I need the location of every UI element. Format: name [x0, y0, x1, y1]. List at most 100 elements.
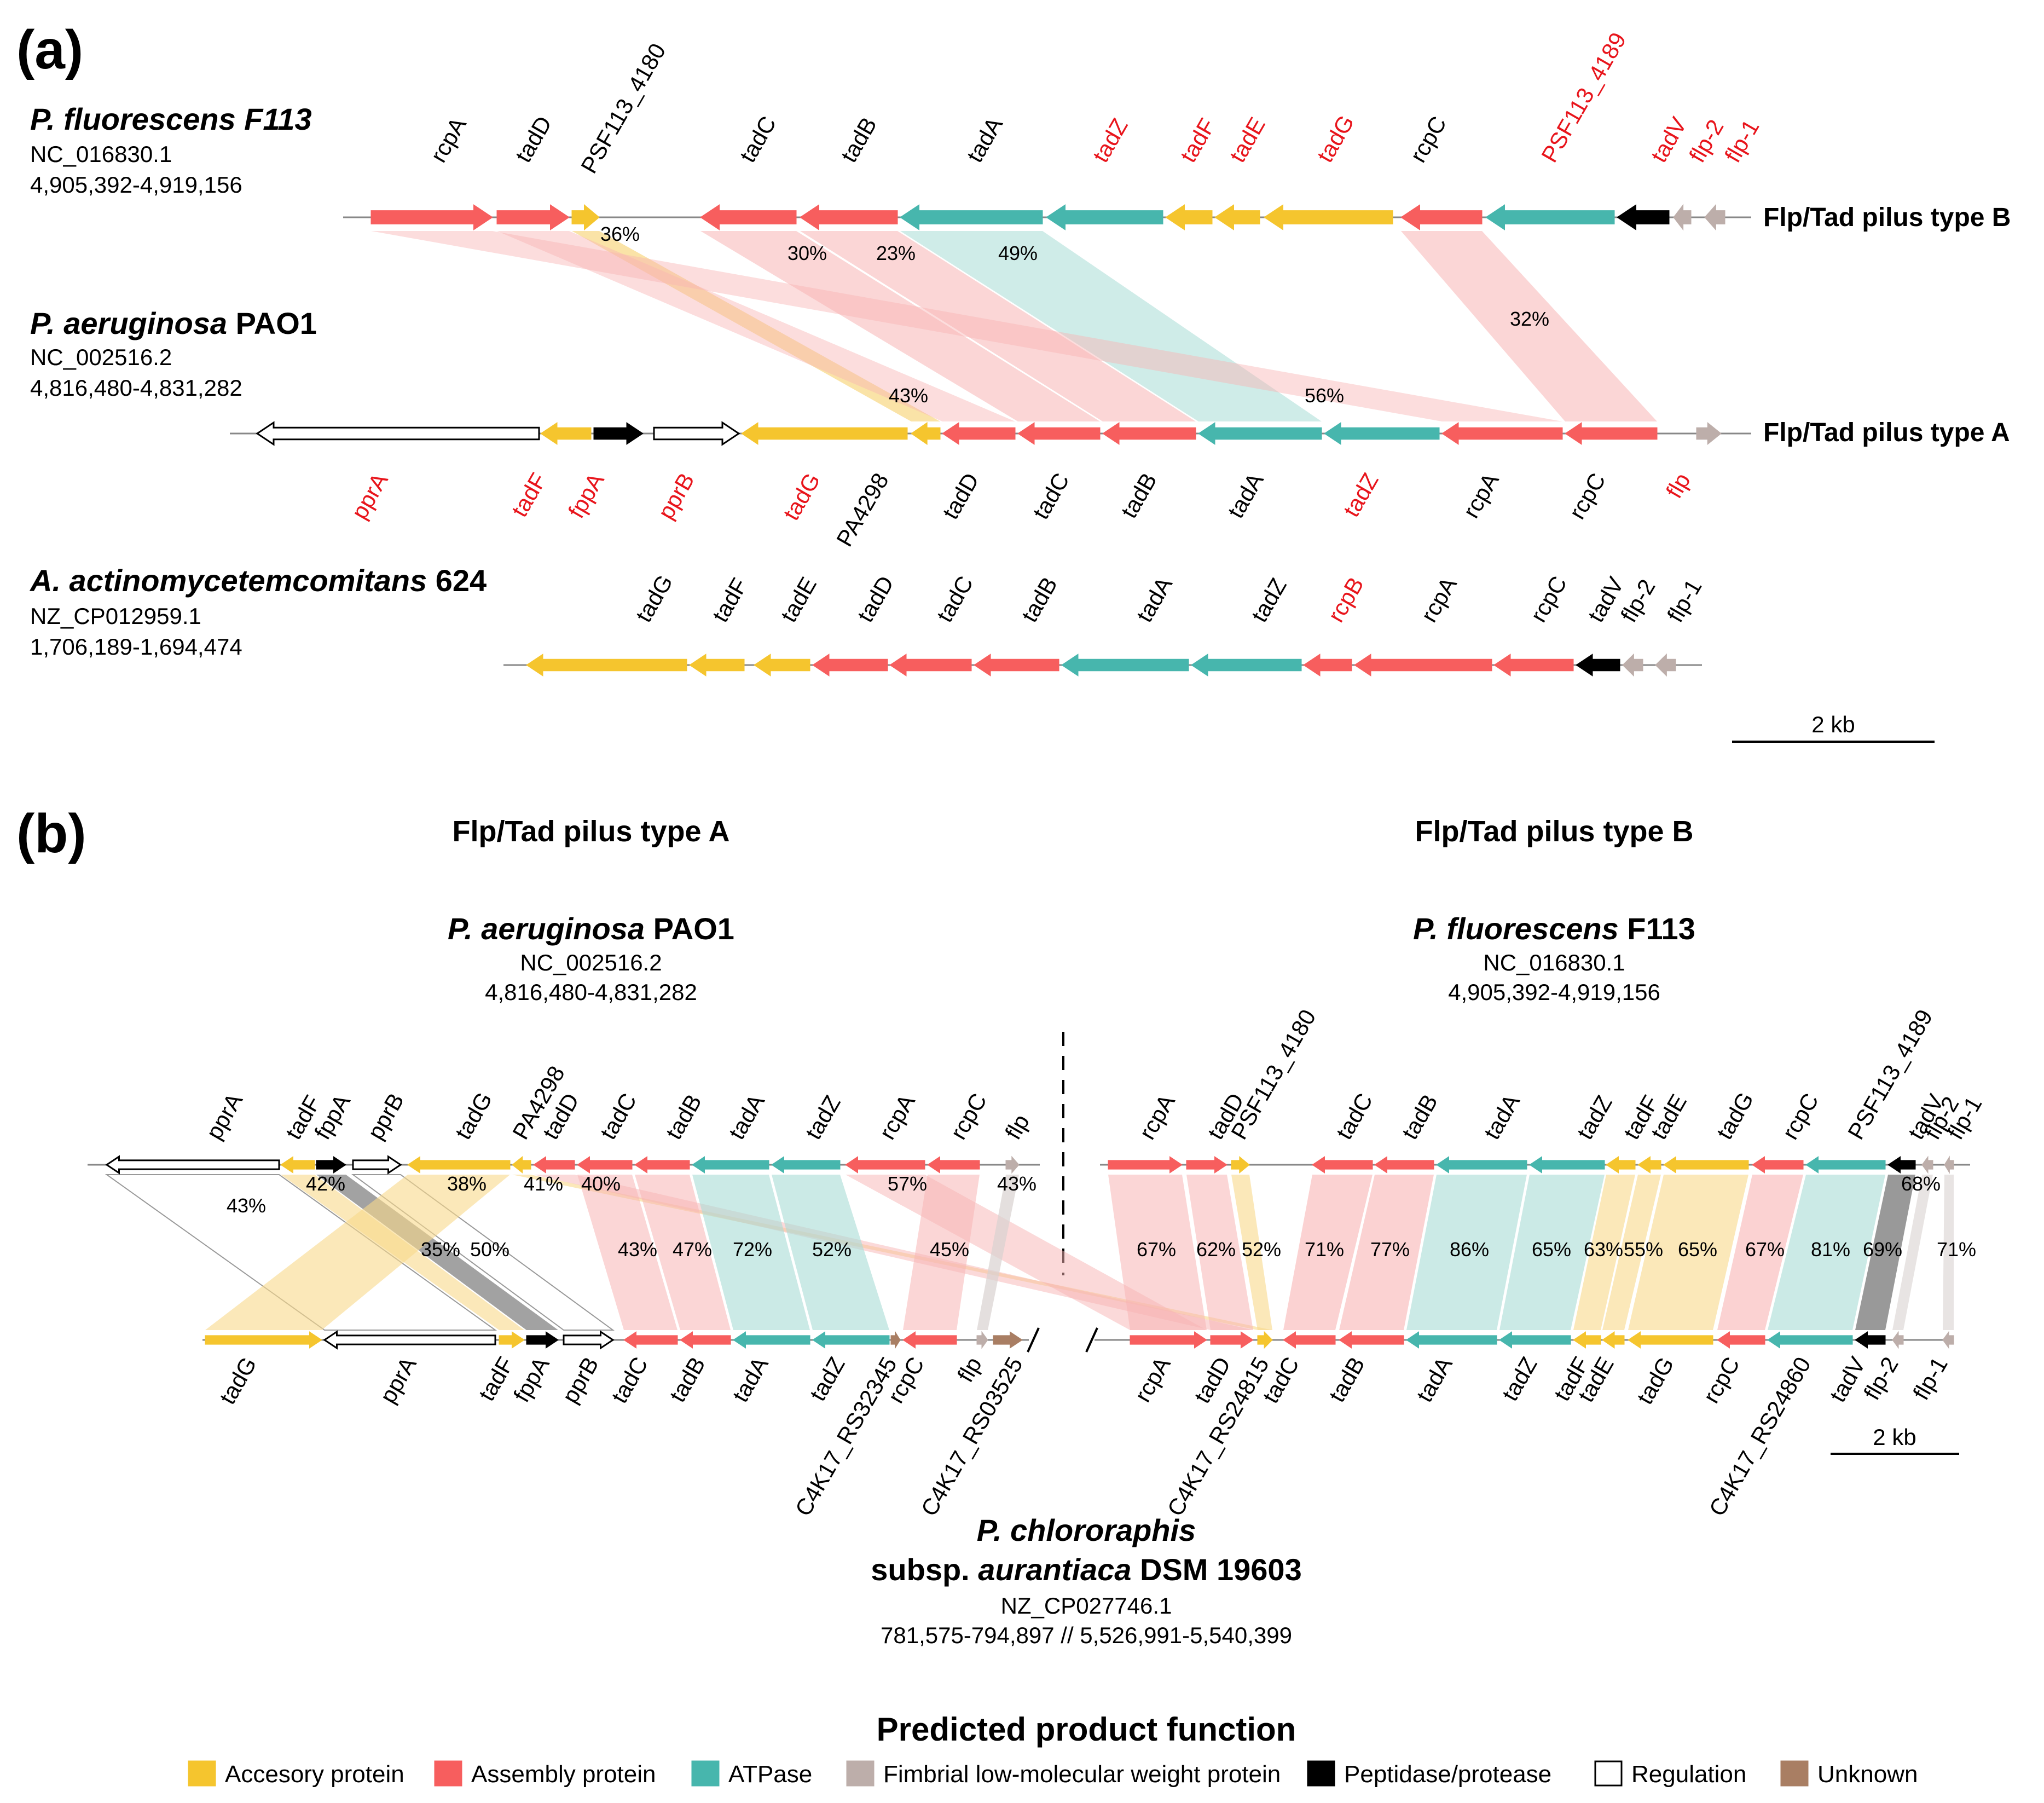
- homology-link: [1186, 1175, 1253, 1330]
- legend: Accesory protein Assembly protein ATPase Fi…: [188, 1760, 1918, 1788]
- identity-percent: 63%: [1584, 1238, 1623, 1261]
- panel-b-label: (b): [16, 803, 86, 864]
- chlo-b-accession: NZ_CP027746.1: [1001, 1593, 1172, 1619]
- gene-arrow-tadD: [1186, 1156, 1227, 1174]
- gene-label: pprA: [375, 1353, 421, 1407]
- gene-arrow-fppA: [526, 1331, 559, 1349]
- identity-percent: 42%: [306, 1172, 345, 1195]
- gene-arrow-tadC: [700, 204, 797, 230]
- scale-bar-a-label: 2 kb: [1811, 712, 1855, 737]
- gene-label: rcpA: [1458, 469, 1504, 522]
- gene-label: tadG: [1711, 1088, 1758, 1143]
- panel-b-genes: [105, 1155, 1954, 1350]
- panel-a-homology-links: [371, 231, 1657, 421]
- gene-label: tadE: [775, 573, 821, 626]
- homology-link: [700, 231, 1100, 421]
- identity-percent: 62%: [1196, 1238, 1236, 1261]
- gene-label: flp: [1661, 469, 1695, 502]
- gene-arrow-PSF113_4180: [1231, 1155, 1250, 1174]
- acti-a-accession: NZ_CP012959.1: [30, 603, 201, 629]
- homology-link: [1573, 1175, 1635, 1330]
- gene-label: tadZ: [800, 1091, 846, 1143]
- homology-link: [977, 1175, 1019, 1330]
- aeru-b-name-rest: PAO1: [645, 911, 734, 946]
- fluo-a-coords: 4,905,392-4,919,156: [30, 172, 242, 198]
- identity-percent: 38%: [447, 1172, 487, 1195]
- gene-arrow-tadG: [741, 422, 908, 445]
- gene-arrow-tadE: [1637, 1156, 1661, 1174]
- gene-arrow-tadV: [1617, 204, 1670, 230]
- gene-arrow-C4K17_RS24860: [1767, 1331, 1853, 1349]
- chlo-b-subsp-pre: subsp.: [871, 1552, 978, 1587]
- gene-arrow-rcpC: [1717, 1331, 1765, 1349]
- legend-swatch-assembly: [434, 1760, 462, 1787]
- panel-b-homology-links: [105, 1174, 1954, 1331]
- fluo-b-coords: 4,905,392-4,919,156: [1448, 979, 1660, 1005]
- aeru-a-coords: 4,816,480-4,831,282: [30, 375, 242, 401]
- gene-label: tadG: [450, 1088, 497, 1143]
- gene-arrow-rcpA: [1130, 1331, 1207, 1349]
- gene-arrow-rcpC: [1565, 422, 1658, 445]
- gene-label: tadG: [778, 469, 825, 524]
- identity-percent: 77%: [1370, 1238, 1410, 1261]
- legend-label-peptidase: Peptidase/protease: [1344, 1761, 1551, 1788]
- gene-label: PSF113_4180: [576, 39, 670, 177]
- identity-percent: 67%: [1137, 1238, 1176, 1261]
- identity-percent: 69%: [1863, 1238, 1902, 1261]
- identity-percent: 30%: [788, 242, 827, 264]
- gene-arrow-tadV: [1887, 1156, 1916, 1174]
- gene-label: fppA: [508, 1353, 554, 1406]
- gene-label: tadA: [1479, 1090, 1525, 1143]
- legend-title: Predicted product function: [877, 1711, 1296, 1748]
- identity-percent: 52%: [812, 1238, 852, 1261]
- gene-arrow-rcpA: [1354, 654, 1492, 677]
- identity-percent: 67%: [1745, 1238, 1785, 1261]
- gene-label: pprA: [346, 469, 393, 523]
- chlo-b-subsp-rest: DSM 19603: [1131, 1552, 1301, 1587]
- acti-a-coords: 1,706,189-1,694,474: [30, 634, 242, 660]
- gene-label: tadZ: [1497, 1353, 1542, 1405]
- aeru-b-name-italic: P. aeruginosa: [448, 911, 645, 946]
- homology-link: [1855, 1175, 1915, 1330]
- gene-label: flp-1: [1662, 575, 1707, 626]
- gene-label: tadB: [664, 1353, 710, 1406]
- aeru-a-name-italic: P. aeruginosa: [30, 306, 227, 340]
- identity-percent: 55%: [1624, 1238, 1663, 1261]
- homology-link: [1717, 1175, 1803, 1330]
- gene-arrow-tadZ: [812, 1331, 890, 1349]
- gene-arrow-tadZ: [1324, 422, 1440, 445]
- gene-arrow-tadB: [1374, 1156, 1434, 1174]
- gene-label: tadF: [473, 1353, 519, 1405]
- gene-arrow-tadA: [733, 1331, 810, 1349]
- gene-arrow-fppA: [316, 1156, 346, 1174]
- gene-arrow-tadD: [812, 654, 888, 677]
- homology-link: [351, 1174, 615, 1331]
- gene-arrow-pprA: [256, 421, 540, 446]
- identity-percent: 49%: [998, 242, 1038, 264]
- gene-label: tadD: [937, 469, 984, 523]
- legend-swatch-fimbrial: [846, 1760, 875, 1787]
- gene-arrow-tadV: [1855, 1331, 1886, 1349]
- gene-label: C4K17_RS32345: [790, 1353, 902, 1521]
- gene-arrow-tadA: [1061, 654, 1189, 677]
- gene-label: PSF113_4180: [1226, 1005, 1321, 1143]
- gene-label: rcpB: [1323, 573, 1369, 626]
- gene-arrow-tadG: [1628, 1331, 1713, 1349]
- fluo-b-name-rest: F113: [1619, 911, 1695, 946]
- homology-link: [903, 1175, 980, 1330]
- gene-label: tadC: [1331, 1089, 1377, 1143]
- identity-percent: 65%: [1678, 1238, 1717, 1261]
- identity-percent: 32%: [1510, 308, 1549, 330]
- gene-label: tadZ: [1338, 469, 1383, 521]
- gene-label: pprB: [653, 469, 699, 523]
- homology-link: [1401, 231, 1657, 421]
- fluo-b-name: P. fluorescens F113: [1413, 911, 1695, 946]
- gene-arrow-flp-2: [1673, 204, 1692, 231]
- panel-b-percentages: 43% 42% 35% 50% 38% 41% 40% 43% 47% 72% 52% 45% 57% 4…: [227, 1172, 1976, 1261]
- gene-label: tadD: [852, 571, 899, 626]
- gene-arrow-pprB: [653, 421, 740, 446]
- gene-arrow-tadC: [1283, 1331, 1336, 1349]
- gene-label: tadB: [1397, 1090, 1443, 1143]
- aeru-b-accession: NC_002516.2: [520, 950, 662, 975]
- gene-label: flp-1: [1719, 115, 1764, 166]
